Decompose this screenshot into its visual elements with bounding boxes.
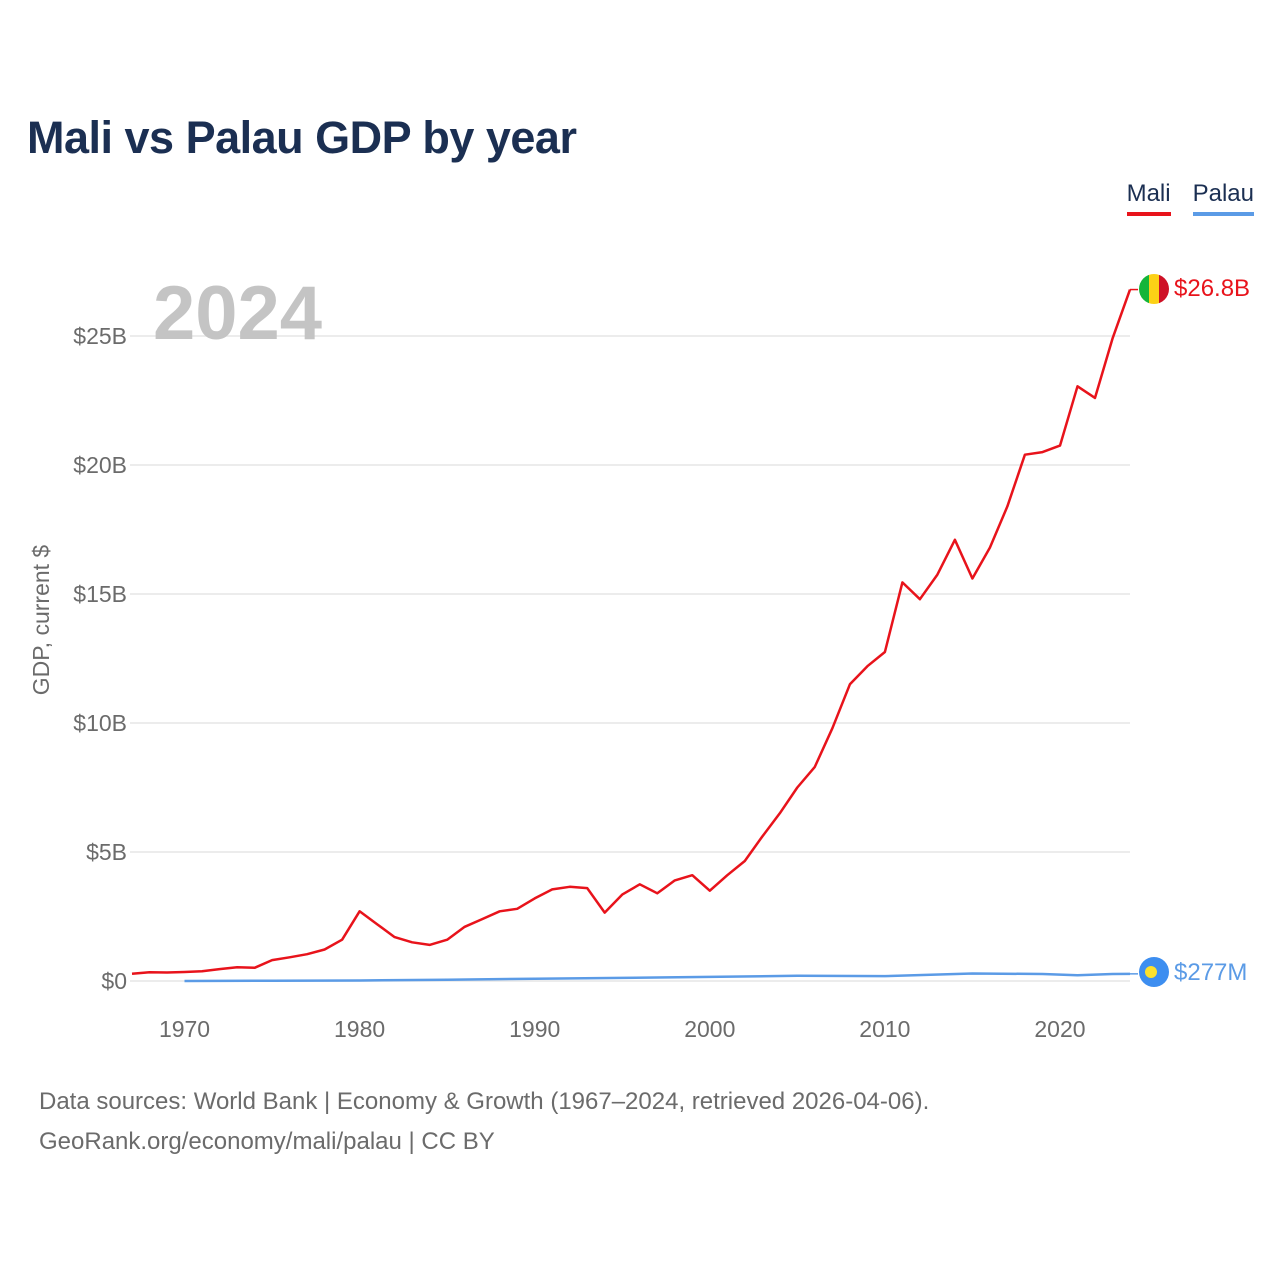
palau-end-label: $277M — [1174, 959, 1247, 986]
mali-flag-icon — [1139, 274, 1169, 304]
x-tick-label: 1980 — [334, 1016, 385, 1042]
y-tick-label: $15B — [73, 581, 127, 607]
legend-item-mali[interactable]: Mali — [1126, 180, 1171, 216]
y-tick-label: $20B — [73, 452, 127, 478]
footer: Data sources: World Bank | Economy & Gro… — [39, 1082, 929, 1162]
x-tick-label: 2020 — [1034, 1016, 1085, 1042]
y-tick-label: $0 — [101, 968, 127, 994]
x-tick-label: 1970 — [159, 1016, 210, 1042]
y-axis-ticks: $0 $5B $10B $15B $20B $25B — [73, 323, 127, 994]
x-tick-label: 2000 — [684, 1016, 735, 1042]
series-line-palau — [184, 972, 1131, 983]
year-watermark: 2024 — [153, 271, 322, 356]
y-axis-label: GDP, current $ — [28, 545, 54, 696]
palau-flag-icon — [1139, 957, 1169, 987]
x-tick-label: 1990 — [509, 1016, 560, 1042]
y-tick-label: $5B — [86, 839, 127, 865]
y-tick-label: $25B — [73, 323, 127, 349]
chart-title: Mali vs Palau GDP by year — [27, 112, 577, 163]
data-source-text: Data sources: World Bank | Economy & Gro… — [39, 1088, 930, 1115]
legend: Mali Palau — [1126, 180, 1254, 216]
series-line-mali — [131, 289, 1132, 976]
legend-item-palau[interactable]: Palau — [1192, 180, 1254, 216]
y-tick-label: $10B — [73, 710, 127, 736]
x-axis-ticks: 1970 1980 1990 2000 2010 2020 — [159, 1016, 1086, 1042]
grid-lines — [130, 335, 1130, 982]
source-url-text: GeoRank.org/economy/mali/palau | CC BY — [39, 1128, 495, 1155]
x-tick-label: 2010 — [859, 1016, 910, 1042]
series-lines — [131, 288, 1138, 983]
mali-end-label: $26.8B — [1174, 275, 1250, 302]
